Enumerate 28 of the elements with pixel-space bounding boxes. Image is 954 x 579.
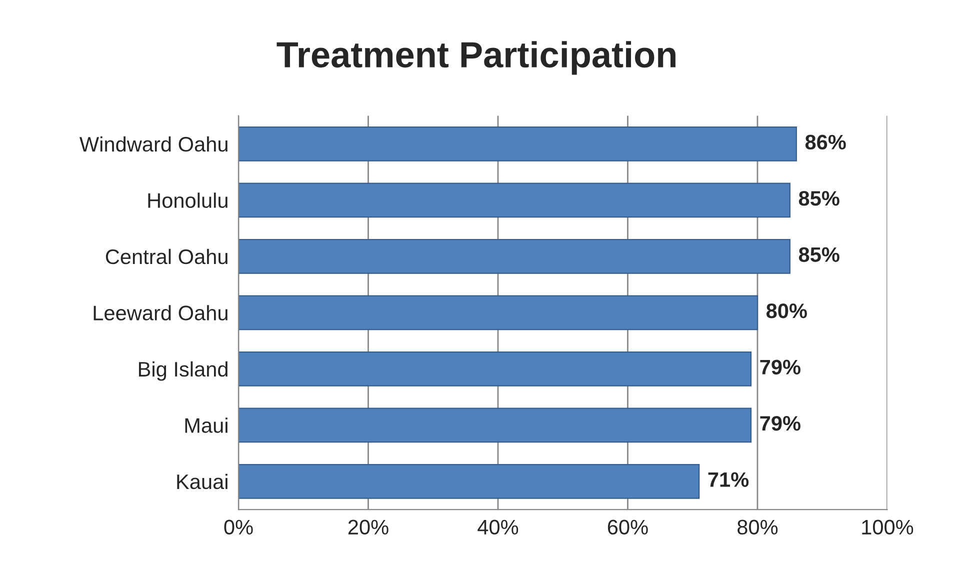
y-tick-label: Central Oahu [106, 248, 228, 264]
data-label: 79% [760, 360, 800, 374]
bar [238, 182, 790, 218]
x-tick-label: 40% [478, 520, 518, 535]
chart-title: Treatment Participation [276, 41, 676, 75]
y-tick-label: Windward Oahu [80, 136, 228, 152]
x-tick-label: 60% [608, 520, 648, 535]
bar [238, 238, 790, 274]
data-label: 85% [798, 247, 840, 262]
bar [238, 351, 752, 386]
data-label: 86% [805, 134, 846, 150]
y-tick-label: Leeward Oahu [94, 305, 228, 320]
data-label: 79% [760, 416, 800, 431]
x-tick-label: 80% [738, 520, 778, 535]
x-tick-label: 100% [862, 520, 914, 535]
bar [238, 408, 752, 443]
data-label: 85% [798, 191, 840, 206]
data-label: 71% [708, 472, 749, 487]
y-tick-label: Maui [185, 418, 228, 433]
y-tick-label: Honolulu [148, 192, 228, 208]
bar [238, 464, 700, 499]
x-tick-label: 20% [348, 520, 388, 535]
x-tick-label: 0% [224, 520, 253, 535]
y-tick-label: Kauai [177, 474, 228, 490]
data-label: 80% [766, 304, 807, 318]
bar [238, 295, 758, 330]
y-tick-label: Big Island [139, 361, 228, 381]
bar [238, 126, 797, 162]
